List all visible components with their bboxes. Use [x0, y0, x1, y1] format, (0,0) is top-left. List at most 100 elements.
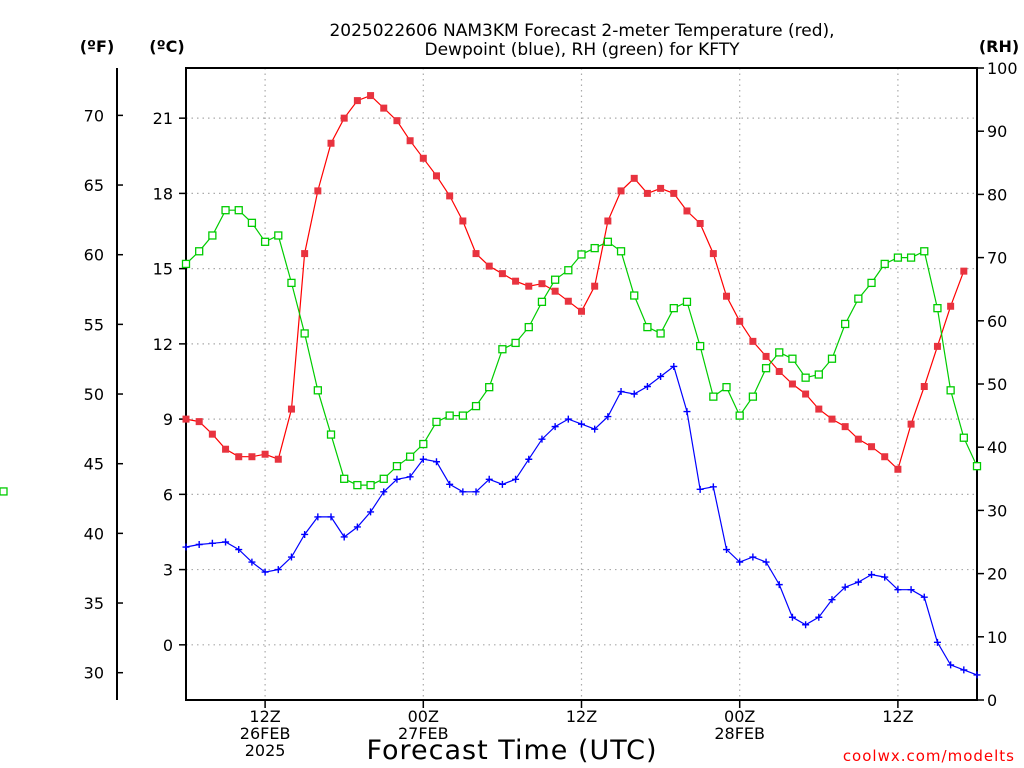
temperature-point: [498, 270, 506, 278]
temperature-point: [657, 184, 665, 192]
rh-point: [564, 266, 573, 275]
chart-title-line1: 2025022606 NAM3KM Forecast 2-meter Tempe…: [329, 21, 834, 41]
rh-point: [208, 231, 217, 240]
rh-unit-label: (RH): [979, 37, 1019, 56]
x-tick-label: 28FEB: [714, 724, 765, 743]
dewpoint-point: [432, 458, 440, 466]
temperature-point: [432, 172, 440, 180]
rh-tick-label: 10: [987, 628, 1007, 647]
dewpoint-point: [208, 539, 216, 547]
temperature-point: [683, 207, 691, 215]
rh-point: [656, 329, 665, 338]
temperature-point: [525, 282, 533, 290]
rh-point: [735, 411, 744, 420]
temperature-point: [287, 405, 295, 413]
temperature-point: [630, 174, 638, 182]
fahrenheit-tick-label: 55: [84, 315, 104, 334]
rh-point: [722, 383, 731, 392]
dewpoint-point: [485, 475, 493, 483]
temperature-point: [828, 415, 836, 423]
rh-point: [366, 480, 375, 490]
temperature-point: [301, 250, 309, 258]
rh-tick-label: 0: [987, 691, 997, 710]
dewpoint-point: [973, 671, 981, 679]
dewpoint-point: [696, 485, 704, 493]
temperature-point: [564, 297, 572, 305]
rh-point: [353, 480, 362, 490]
temperature-point: [788, 380, 796, 388]
temperature-point: [327, 139, 335, 147]
dewpoint-point: [380, 488, 388, 496]
dewpoint-point: [617, 388, 625, 396]
x-tick-label: 2025: [245, 741, 286, 760]
rh-point: [788, 354, 797, 363]
temperature-point: [538, 280, 546, 288]
temperature-point: [406, 137, 414, 145]
dewpoint-point: [340, 533, 348, 541]
rh-point: [630, 291, 639, 300]
rh-point: [445, 411, 454, 420]
temperature-point: [947, 302, 955, 310]
rh-point: [181, 259, 191, 269]
fahrenheit-tick-label: 60: [84, 246, 104, 265]
dewpoint-point: [274, 566, 282, 574]
temperature-point: [723, 292, 731, 300]
temperature-line: [185, 94, 965, 471]
dewpoint-point: [327, 513, 335, 521]
rh-point: [880, 259, 889, 269]
fahrenheit-tick-label: 50: [84, 385, 104, 404]
temperature-point: [222, 445, 230, 453]
temperature-point: [604, 217, 612, 225]
x-tick-label: 26FEB: [240, 724, 291, 743]
temperature-point: [182, 415, 190, 423]
rh-point: [511, 338, 520, 348]
rh-point: [643, 322, 652, 332]
rh-point: [405, 452, 415, 461]
dewpoint-point: [393, 475, 401, 483]
temperature-point: [907, 420, 915, 428]
rh-point: [933, 304, 942, 313]
dewpoint-point: [630, 390, 638, 398]
temperature-point: [815, 405, 823, 413]
rh-point: [854, 294, 863, 303]
rh-point: [959, 433, 968, 442]
rh-tick-label: 90: [987, 122, 1007, 141]
temperature-point: [235, 453, 243, 461]
dewpoint-point: [920, 593, 928, 601]
rh-point: [287, 278, 296, 288]
dewpoint-point: [538, 435, 546, 443]
dewpoint-point: [419, 455, 427, 463]
temperature-point: [591, 282, 599, 290]
dewpoint-point: [287, 553, 295, 561]
rh-tick-label: 60: [987, 312, 1007, 331]
rh-point: [300, 329, 309, 338]
fahrenheit-tick-label: 65: [84, 176, 104, 195]
rh-point: [616, 247, 626, 256]
dewpoint-point: [591, 425, 599, 433]
rh-point: [195, 247, 204, 256]
temperature-point: [551, 287, 559, 295]
x-tick-label: 12Z: [566, 707, 597, 726]
dewpoint-point: [459, 488, 467, 496]
rh-tick-label: 20: [987, 565, 1007, 584]
tick-label-layer: 0 3 6 9 12 15 18 21 30 35 40 45 50 55 60 65 70 0 10 20 30 40 5…: [84, 59, 1018, 760]
rh-point: [801, 373, 810, 382]
dewpoint-point: [907, 586, 915, 594]
rh-point: [946, 386, 955, 395]
temperature-point: [854, 435, 862, 443]
rh-point: [485, 383, 494, 392]
dewpoint-point: [604, 413, 612, 421]
dewpoint-point: [723, 546, 731, 554]
grid-layer: [186, 68, 977, 700]
celsius-tick-label: 9: [163, 410, 173, 429]
dewpoint-point: [894, 586, 902, 594]
rh-point: [379, 474, 388, 483]
dewpoint-point: [841, 583, 849, 591]
rh-point: [669, 304, 678, 313]
dewpoint-point: [525, 455, 533, 463]
temperature-point: [261, 450, 269, 458]
celsius-tick-label: 18: [153, 184, 173, 203]
rh-point: [550, 275, 560, 284]
dewpoint-point: [498, 480, 506, 488]
